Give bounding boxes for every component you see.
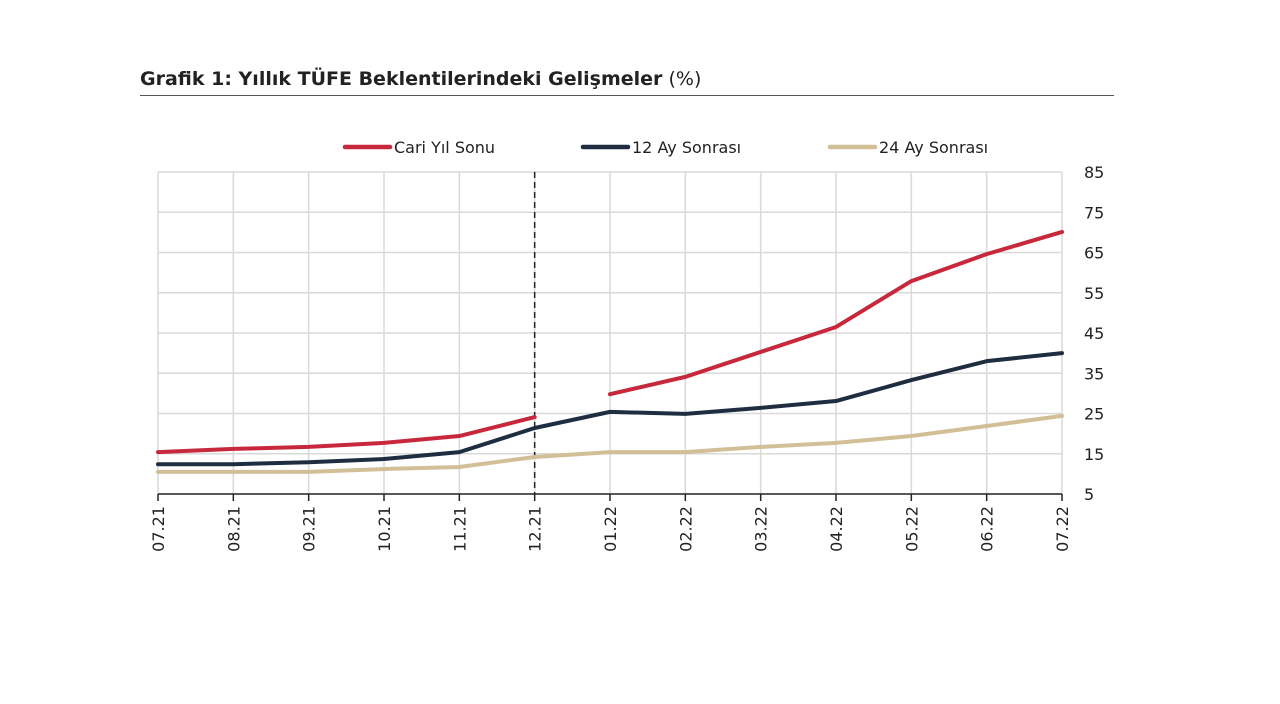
y-tick-label: 35 — [1084, 364, 1104, 383]
y-tick-label: 15 — [1084, 445, 1104, 464]
x-tick-label: 10.21 — [375, 506, 394, 552]
legend-label: Cari Yıl Sonu — [394, 138, 495, 157]
series-line — [156, 413, 1064, 474]
x-tick-label: 03.22 — [752, 506, 771, 552]
y-tick-label: 25 — [1084, 405, 1104, 424]
y-tick-label: 85 — [1084, 163, 1104, 182]
chart-title-text: Grafik 1: Yıllık TÜFE Beklentilerindeki … — [140, 68, 663, 90]
series-line — [608, 229, 1064, 397]
y-tick-label: 65 — [1084, 244, 1104, 263]
y-tick-label: 55 — [1084, 284, 1104, 303]
x-tick-label: 02.22 — [676, 506, 695, 552]
x-tick-label: 06.22 — [978, 506, 997, 552]
y-tick-label: 5 — [1084, 485, 1094, 504]
y-tick-label: 45 — [1084, 324, 1104, 343]
title-divider — [140, 95, 1114, 96]
chart-title: Grafik 1: Yıllık TÜFE Beklentilerindeki … — [140, 68, 701, 90]
y-tick-label: 75 — [1084, 203, 1104, 222]
chart-title-unit: (%) — [668, 68, 702, 90]
x-tick-label: 07.21 — [149, 506, 168, 552]
series-line — [156, 415, 537, 455]
legend-label: 24 Ay Sonrası — [879, 138, 988, 157]
x-tick-label: 09.21 — [300, 506, 319, 552]
x-tick-label: 11.21 — [450, 506, 469, 552]
legend-label: 12 Ay Sonrası — [632, 138, 741, 157]
x-tick-label: 08.21 — [224, 506, 243, 552]
x-tick-label: 01.22 — [601, 506, 620, 552]
series-line — [156, 351, 1064, 467]
x-tick-label: 07.22 — [1053, 506, 1072, 552]
x-tick-label: 04.22 — [827, 506, 846, 552]
x-tick-label: 05.22 — [902, 506, 921, 552]
x-tick-label: 12.21 — [526, 506, 545, 552]
